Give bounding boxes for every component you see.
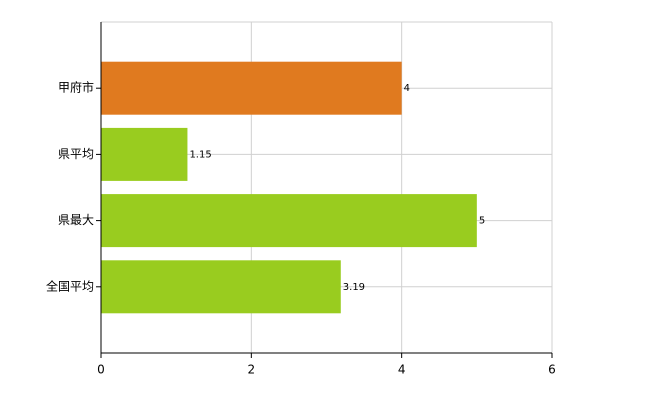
x-tick-label: 4 [398, 363, 406, 377]
data-label: 1.15 [189, 149, 211, 160]
data-label: 4 [404, 83, 410, 94]
y-tick-label: 県最大 [58, 213, 94, 227]
data-label: 3.19 [343, 282, 365, 293]
x-tick-label: 2 [248, 363, 256, 377]
bar [101, 61, 402, 115]
x-tick-label: 0 [97, 363, 105, 377]
y-tick-label: 県平均 [58, 147, 94, 161]
y-tick-label: 全国平均 [46, 278, 94, 293]
bar [101, 260, 341, 314]
y-tick-label: 甲府市 [58, 80, 94, 95]
bar [101, 194, 477, 248]
data-label: 5 [479, 216, 485, 227]
bar [101, 127, 188, 181]
x-tick-label: 6 [548, 363, 556, 377]
